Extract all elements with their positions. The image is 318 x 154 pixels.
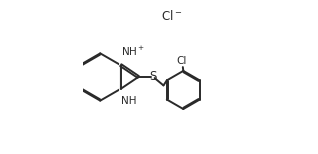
Text: NH: NH: [121, 96, 137, 106]
Text: NH$^+$: NH$^+$: [121, 45, 146, 58]
Text: S: S: [149, 71, 156, 83]
Text: Cl: Cl: [176, 56, 187, 66]
Text: Cl$^-$: Cl$^-$: [161, 9, 182, 23]
